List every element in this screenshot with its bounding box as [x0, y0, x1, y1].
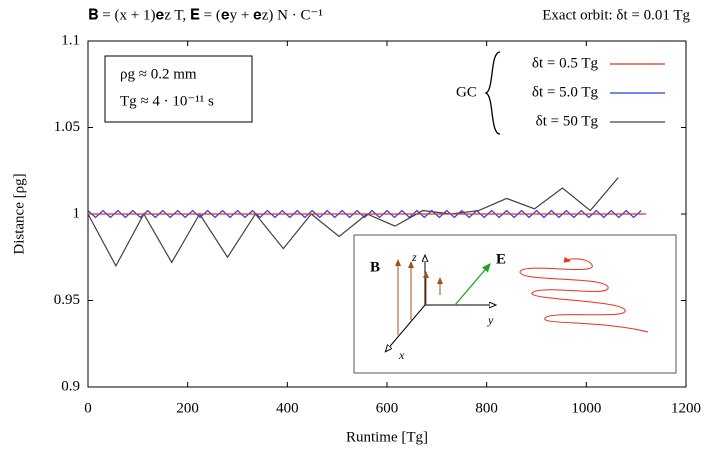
legend-label: δt = 5.0 Tg [532, 84, 599, 100]
series-line [87, 177, 619, 268]
legend-title: GC [456, 84, 477, 100]
x-tick-label: 0 [84, 400, 92, 416]
y-tick-label: 1.1 [61, 32, 80, 48]
x-tick-label: 200 [176, 400, 199, 416]
chart-subtitle: Exact orbit: δt = 0.01 Tg [542, 7, 690, 23]
inset-label: E [496, 251, 506, 267]
y-tick-label: 1 [73, 205, 81, 221]
info-box: ρg ≈ 0.2 mm Tg ≈ 4 · 10⁻¹¹ s [104, 55, 253, 123]
inset-label: B [370, 259, 380, 275]
inset-label: x [398, 348, 405, 362]
y-tick-label: 0.9 [61, 378, 80, 394]
x-tick-label: 1000 [571, 400, 601, 416]
legend-label: δt = 0.5 Tg [532, 55, 599, 71]
annotation: ρg ≈ 0.2 mm [120, 66, 197, 82]
series-line [87, 209, 642, 219]
x-tick-label: 600 [376, 400, 399, 416]
legend-label: δt = 50 Tg [536, 113, 599, 129]
annotation: Tg ≈ 4 · 10⁻¹¹ s [120, 93, 214, 109]
y-axis-title: Distance [ρg] [11, 173, 27, 254]
y-tick-label: 0.95 [54, 292, 80, 308]
legend-brace [484, 51, 501, 135]
chart-title: 𝐁 = (x + 1)𝐞z T, 𝐄 = (𝐞y + 𝐞z) N · C⁻¹ [88, 7, 323, 23]
x-tick-label: 400 [276, 400, 299, 416]
inset: B E z y x [353, 234, 677, 374]
inset-label: z [411, 250, 417, 264]
y-tick-label: 1.05 [54, 119, 80, 135]
x-tick-label: 800 [475, 400, 498, 416]
x-axis-title: Runtime [Tg] [346, 429, 428, 445]
x-tick-label: 1200 [671, 400, 701, 416]
inset-label: y [487, 313, 494, 327]
